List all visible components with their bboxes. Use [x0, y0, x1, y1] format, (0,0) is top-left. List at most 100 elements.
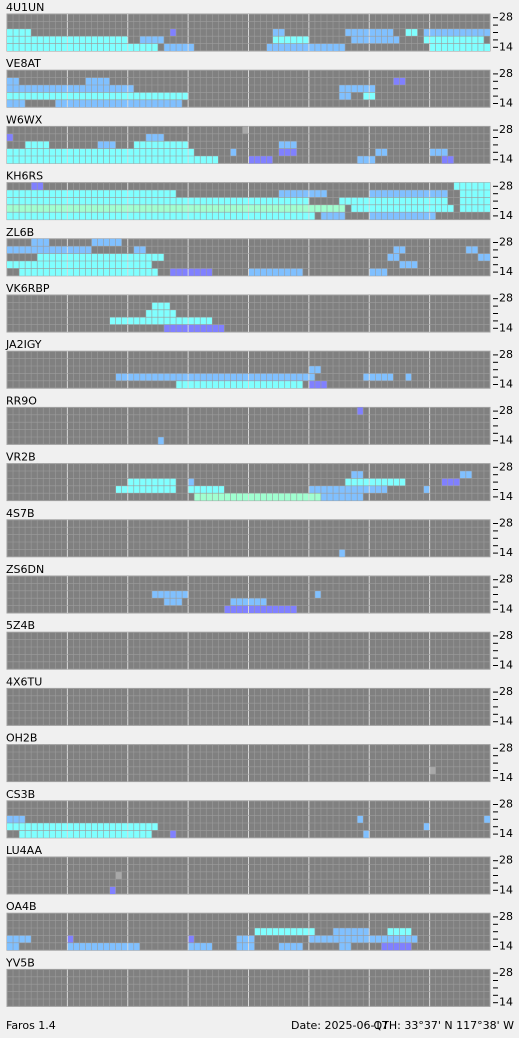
signal-cell — [97, 212, 104, 220]
signal-cell — [157, 92, 164, 100]
signal-cell — [224, 380, 231, 389]
band-bottom: 14 — [499, 490, 513, 503]
signal-cell — [127, 156, 134, 164]
signal-cell — [25, 156, 32, 164]
signal-cell — [224, 605, 231, 613]
signal-cell — [351, 471, 358, 479]
signal-cell — [435, 43, 442, 51]
signal-cell — [351, 935, 358, 943]
signal-cell — [7, 85, 14, 93]
signal-cell — [369, 85, 376, 93]
signal-cell — [121, 253, 128, 261]
signal-cell — [483, 28, 490, 37]
signal-cell — [236, 935, 243, 943]
signal-cell — [163, 324, 171, 332]
signal-cell — [91, 92, 98, 100]
signal-cell — [37, 85, 44, 93]
signal-cell — [157, 373, 164, 381]
signal-cell — [151, 253, 158, 261]
signal-cell — [284, 141, 291, 149]
signal-cell — [218, 324, 225, 332]
signal-cell — [163, 598, 171, 606]
signal-cell — [351, 85, 358, 93]
signal-cell — [399, 77, 406, 85]
signal-cell — [170, 830, 177, 838]
signal-cell — [67, 253, 74, 261]
signal-cell — [417, 197, 424, 205]
signal-cell — [43, 204, 50, 213]
signal-cell — [381, 28, 388, 37]
band-top: 28 — [499, 404, 513, 417]
signal-cell — [284, 43, 291, 51]
signal-cell — [97, 92, 104, 100]
signal-cell — [85, 204, 92, 213]
signal-cell — [290, 190, 297, 198]
signal-cell — [465, 197, 472, 205]
signal-cell — [61, 99, 68, 108]
signal-cell — [67, 212, 74, 220]
signal-cell — [236, 598, 243, 606]
signal-cell — [429, 212, 436, 220]
signal-cell — [236, 204, 243, 213]
signal-cell — [127, 99, 134, 108]
signal-cell — [13, 942, 20, 951]
signal-cell — [194, 204, 201, 213]
signal-cell — [176, 148, 183, 156]
signal-cell — [218, 204, 225, 213]
signal-cell — [97, 85, 104, 93]
band-bottom: 14 — [499, 827, 513, 840]
signal-cell — [79, 36, 86, 44]
signal-cell — [133, 485, 140, 494]
signal-cell — [296, 493, 303, 501]
signal-cell — [182, 317, 189, 325]
signal-cell — [194, 317, 201, 325]
signal-cell — [79, 942, 86, 951]
signal-cell — [471, 246, 478, 254]
signal-cell — [471, 182, 478, 190]
signal-cell — [157, 148, 164, 156]
signal-cell — [139, 148, 146, 156]
signal-cell — [91, 77, 98, 85]
signal-cell — [85, 261, 92, 269]
signal-cell — [133, 141, 140, 149]
signal-cell — [115, 253, 122, 261]
signal-cell — [339, 204, 346, 213]
signal-cell — [55, 148, 62, 156]
signal-cell — [200, 380, 207, 389]
signal-cell — [49, 823, 56, 831]
band-bottom: 14 — [499, 996, 513, 1009]
signal-cell — [314, 43, 321, 51]
signal-cell — [290, 380, 297, 389]
signal-cell — [55, 99, 62, 108]
signal-cell — [333, 935, 340, 943]
beacon-name: YV5B — [5, 956, 35, 969]
signal-cell — [387, 204, 394, 213]
signal-cell — [387, 212, 394, 220]
signal-cell — [260, 156, 267, 164]
signal-cell — [284, 493, 291, 501]
signal-cell — [290, 373, 297, 381]
signal-cell — [314, 590, 321, 599]
signal-cell — [109, 36, 116, 44]
signal-cell — [97, 238, 104, 247]
signal-cell — [351, 478, 358, 486]
signal-cell — [139, 92, 146, 100]
signal-cell — [399, 246, 406, 254]
signal-cell — [248, 380, 255, 389]
signal-cell — [163, 373, 171, 381]
signal-cell — [266, 493, 273, 501]
signal-cell — [79, 92, 86, 100]
beacon-name: VK6RBP — [6, 282, 50, 295]
signal-cell — [7, 246, 14, 254]
signal-cell — [127, 373, 134, 381]
signal-cell — [37, 238, 44, 247]
signal-cell — [339, 493, 346, 501]
signal-cell — [145, 148, 152, 156]
signal-cell — [13, 190, 20, 198]
signal-cell — [284, 212, 291, 220]
signal-cell — [103, 823, 110, 831]
signal-cell — [31, 823, 38, 831]
signal-cell — [176, 156, 183, 164]
beacon-name: 4X6TU — [6, 675, 42, 688]
